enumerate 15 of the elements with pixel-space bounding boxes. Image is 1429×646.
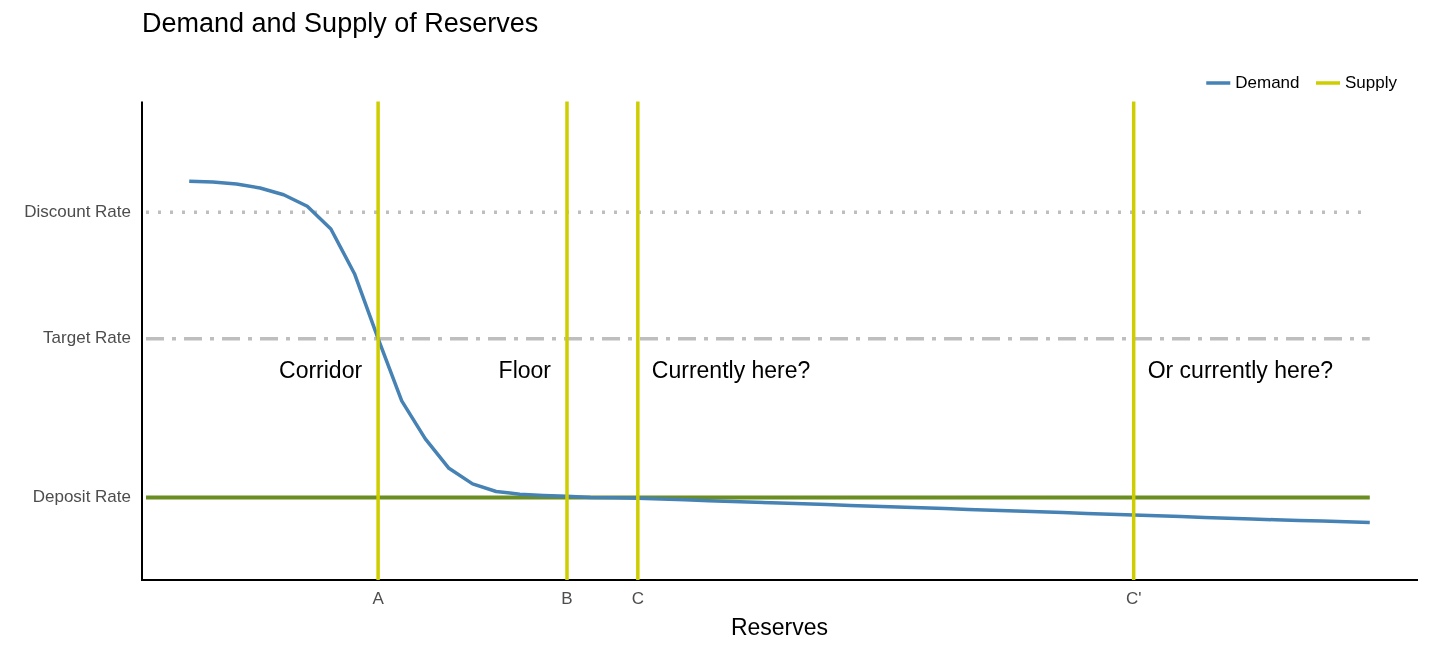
- x-tick-label: C: [631, 588, 644, 608]
- legend-label: Demand: [1235, 72, 1300, 92]
- x-tick-label: A: [372, 588, 385, 608]
- annotation: Floor: [498, 357, 552, 384]
- x-tick-label: C': [1125, 588, 1142, 608]
- annotation: Currently here?: [651, 357, 811, 384]
- x-tick-label: B: [561, 588, 573, 608]
- chart-title: Demand and Supply of Reserves: [142, 7, 539, 38]
- legend-label: Supply: [1345, 72, 1398, 92]
- ref-line-label: Discount Rate: [24, 201, 131, 221]
- annotation: Or currently here?: [1147, 357, 1334, 384]
- ref-line-label: Target Rate: [43, 328, 131, 348]
- x-axis-title: Reserves: [730, 613, 829, 640]
- annotation: Corridor: [279, 357, 363, 384]
- ref-line-label: Deposit Rate: [32, 487, 131, 507]
